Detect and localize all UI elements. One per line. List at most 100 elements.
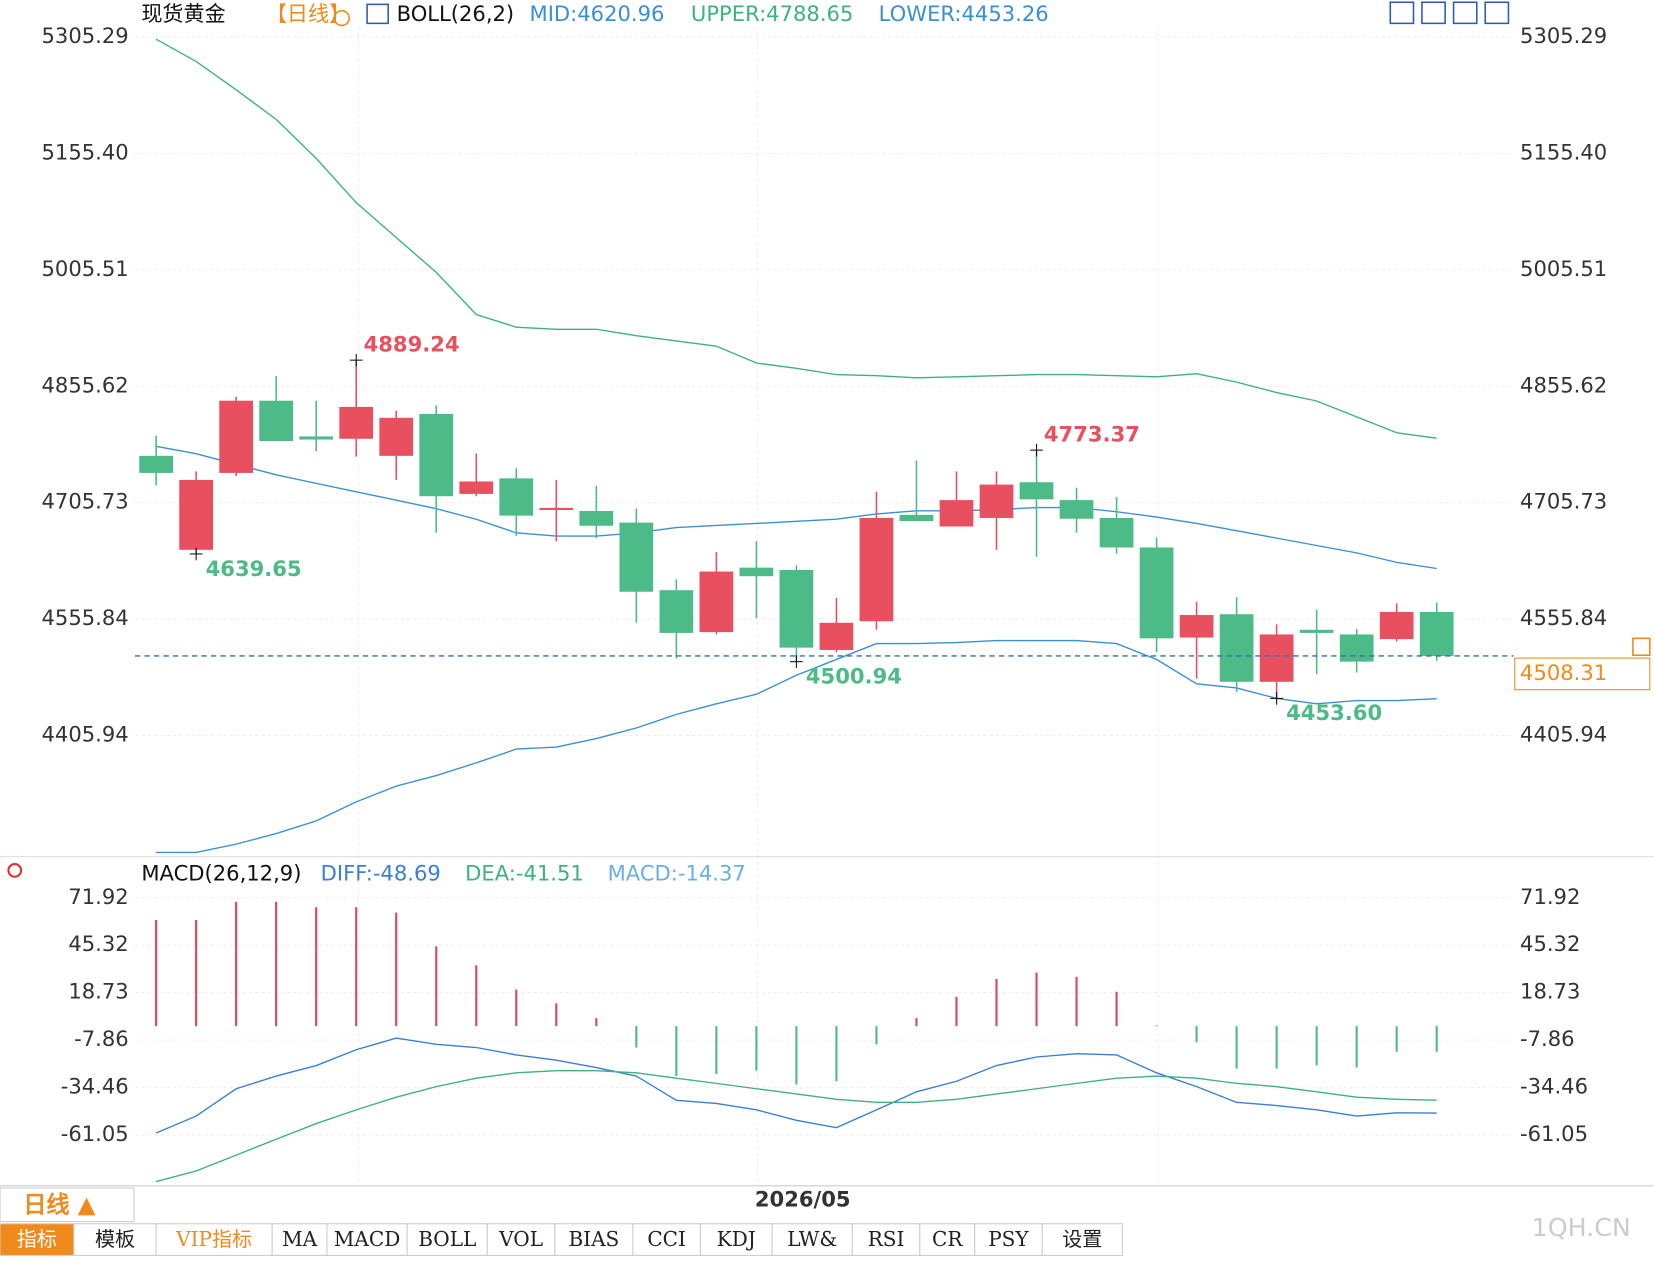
candle-body bbox=[979, 484, 1014, 518]
candle-body bbox=[739, 567, 774, 577]
chart-title: 现货黄金 bbox=[141, 1, 225, 26]
tab-label: BIAS bbox=[568, 1227, 619, 1251]
tab-label: CCI bbox=[647, 1227, 686, 1251]
tab-label: CR bbox=[932, 1227, 963, 1251]
last-price-label: 4508.31 bbox=[1520, 660, 1607, 685]
tab[interactable] bbox=[326, 1223, 408, 1256]
y-tick-label: -34.46 bbox=[61, 1074, 129, 1099]
y-tick-label-right: 5005.51 bbox=[1520, 256, 1607, 281]
tab-label: VIP指标 bbox=[175, 1227, 252, 1251]
icon-button[interactable] bbox=[1421, 1, 1446, 25]
y-tick-label: 5005.51 bbox=[42, 256, 129, 281]
period-label: 【日线】 bbox=[266, 1, 350, 26]
icon-button[interactable] bbox=[1452, 1, 1478, 25]
icon-button[interactable] bbox=[1484, 1, 1510, 25]
candle-body bbox=[1339, 634, 1374, 662]
tab-label: MACD bbox=[334, 1227, 400, 1251]
candle-body bbox=[819, 622, 854, 650]
last-price-box bbox=[1514, 657, 1651, 691]
candle-body bbox=[579, 510, 614, 526]
overlay-title: BOLL(26,2) bbox=[397, 1, 515, 26]
tab-label: 指标 bbox=[17, 1227, 57, 1251]
y-tick-label: 4705.73 bbox=[42, 489, 129, 514]
period-button[interactable] bbox=[0, 1187, 135, 1223]
high-label: 4773.37 bbox=[1044, 421, 1140, 446]
candle-body bbox=[379, 417, 414, 456]
candle-body bbox=[219, 400, 254, 473]
y-tick-label: 5305.29 bbox=[42, 23, 129, 48]
candle-body bbox=[539, 507, 574, 510]
boll-mid bbox=[155, 445, 1437, 570]
y-tick-label: -7.86 bbox=[74, 1026, 129, 1051]
candle-body bbox=[1179, 615, 1214, 638]
legend-diff: DIFF:-48.69 bbox=[321, 861, 441, 886]
dea-line bbox=[155, 1070, 1437, 1183]
candle-body bbox=[939, 500, 974, 527]
y-tick-label-right: -7.86 bbox=[1520, 1026, 1575, 1051]
candle-body bbox=[139, 455, 173, 473]
y-tick-label-right: 5155.40 bbox=[1520, 139, 1607, 164]
tab[interactable] bbox=[851, 1223, 921, 1256]
period-icon[interactable] bbox=[333, 9, 350, 27]
y-tick-label-right: 71.92 bbox=[1520, 884, 1580, 909]
tab[interactable] bbox=[974, 1223, 1043, 1256]
candle-body bbox=[1219, 614, 1254, 682]
y-tick-label-right: 4855.62 bbox=[1520, 372, 1607, 397]
diff-line bbox=[155, 1037, 1437, 1134]
y-tick-label: 4855.62 bbox=[42, 372, 129, 397]
candle-body bbox=[339, 406, 374, 439]
candle-body bbox=[499, 478, 534, 516]
y-tick-label-right: 4705.73 bbox=[1520, 489, 1607, 514]
tab[interactable] bbox=[771, 1223, 853, 1256]
candle-body bbox=[899, 514, 934, 522]
legend-upper: UPPER:4788.65 bbox=[691, 1, 853, 26]
price-flag[interactable] bbox=[1632, 637, 1651, 656]
y-tick-label-right: 45.32 bbox=[1520, 931, 1580, 956]
tab-label: BOLL bbox=[418, 1227, 476, 1251]
y-tick-label-right: 18.73 bbox=[1520, 979, 1580, 1004]
x-tick-label: 2026/05 bbox=[755, 1187, 851, 1212]
tab[interactable] bbox=[632, 1223, 701, 1256]
candle-body bbox=[779, 569, 814, 648]
tab[interactable] bbox=[0, 1223, 75, 1256]
legend-mid: MID:4620.96 bbox=[530, 1, 665, 26]
low-label: 4500.94 bbox=[806, 663, 902, 688]
legend-dea: DEA:-41.51 bbox=[465, 861, 584, 886]
candle-body bbox=[1379, 611, 1414, 640]
tab-label: RSI bbox=[868, 1227, 905, 1251]
candle-body bbox=[619, 522, 654, 592]
candle-body bbox=[859, 517, 894, 622]
boll-lower bbox=[156, 639, 1437, 854]
y-tick-label-right: -61.05 bbox=[1520, 1121, 1588, 1146]
y-tick-label-right: 4405.94 bbox=[1520, 721, 1607, 746]
tab[interactable] bbox=[1041, 1223, 1123, 1256]
tab[interactable] bbox=[73, 1223, 157, 1256]
y-tick-label: 45.32 bbox=[68, 931, 128, 956]
y-tick-label: 4405.94 bbox=[42, 721, 129, 746]
low-label: 4453.60 bbox=[1286, 700, 1382, 725]
candle-body bbox=[1419, 611, 1454, 656]
legend-macd: MACD:-14.37 bbox=[608, 861, 746, 886]
tab[interactable] bbox=[554, 1223, 634, 1256]
tab-label: PSY bbox=[988, 1227, 1029, 1251]
tab[interactable] bbox=[699, 1223, 773, 1256]
y-tick-label-right: 5305.29 bbox=[1520, 23, 1607, 48]
y-tick-label: -61.05 bbox=[61, 1121, 129, 1146]
tab-label: 模板 bbox=[95, 1227, 135, 1251]
icon-button[interactable] bbox=[1389, 1, 1415, 25]
indicator-icon[interactable] bbox=[366, 3, 389, 25]
toolbar-icons bbox=[1389, 1, 1510, 25]
period-button-label: 日线 ▲ bbox=[23, 1191, 95, 1218]
candle-body bbox=[659, 590, 694, 633]
candle-body bbox=[259, 400, 294, 442]
candle-body bbox=[1299, 629, 1334, 633]
legend-lower: LOWER:4453.26 bbox=[879, 1, 1049, 26]
y-tick-label: 5155.40 bbox=[42, 139, 129, 164]
low-label: 4639.65 bbox=[206, 556, 302, 581]
candle-body bbox=[459, 481, 494, 494]
tab[interactable] bbox=[155, 1223, 273, 1256]
high-label: 4889.24 bbox=[364, 331, 460, 356]
macd-icon[interactable] bbox=[7, 863, 23, 878]
tab-label: LW& bbox=[787, 1227, 837, 1251]
